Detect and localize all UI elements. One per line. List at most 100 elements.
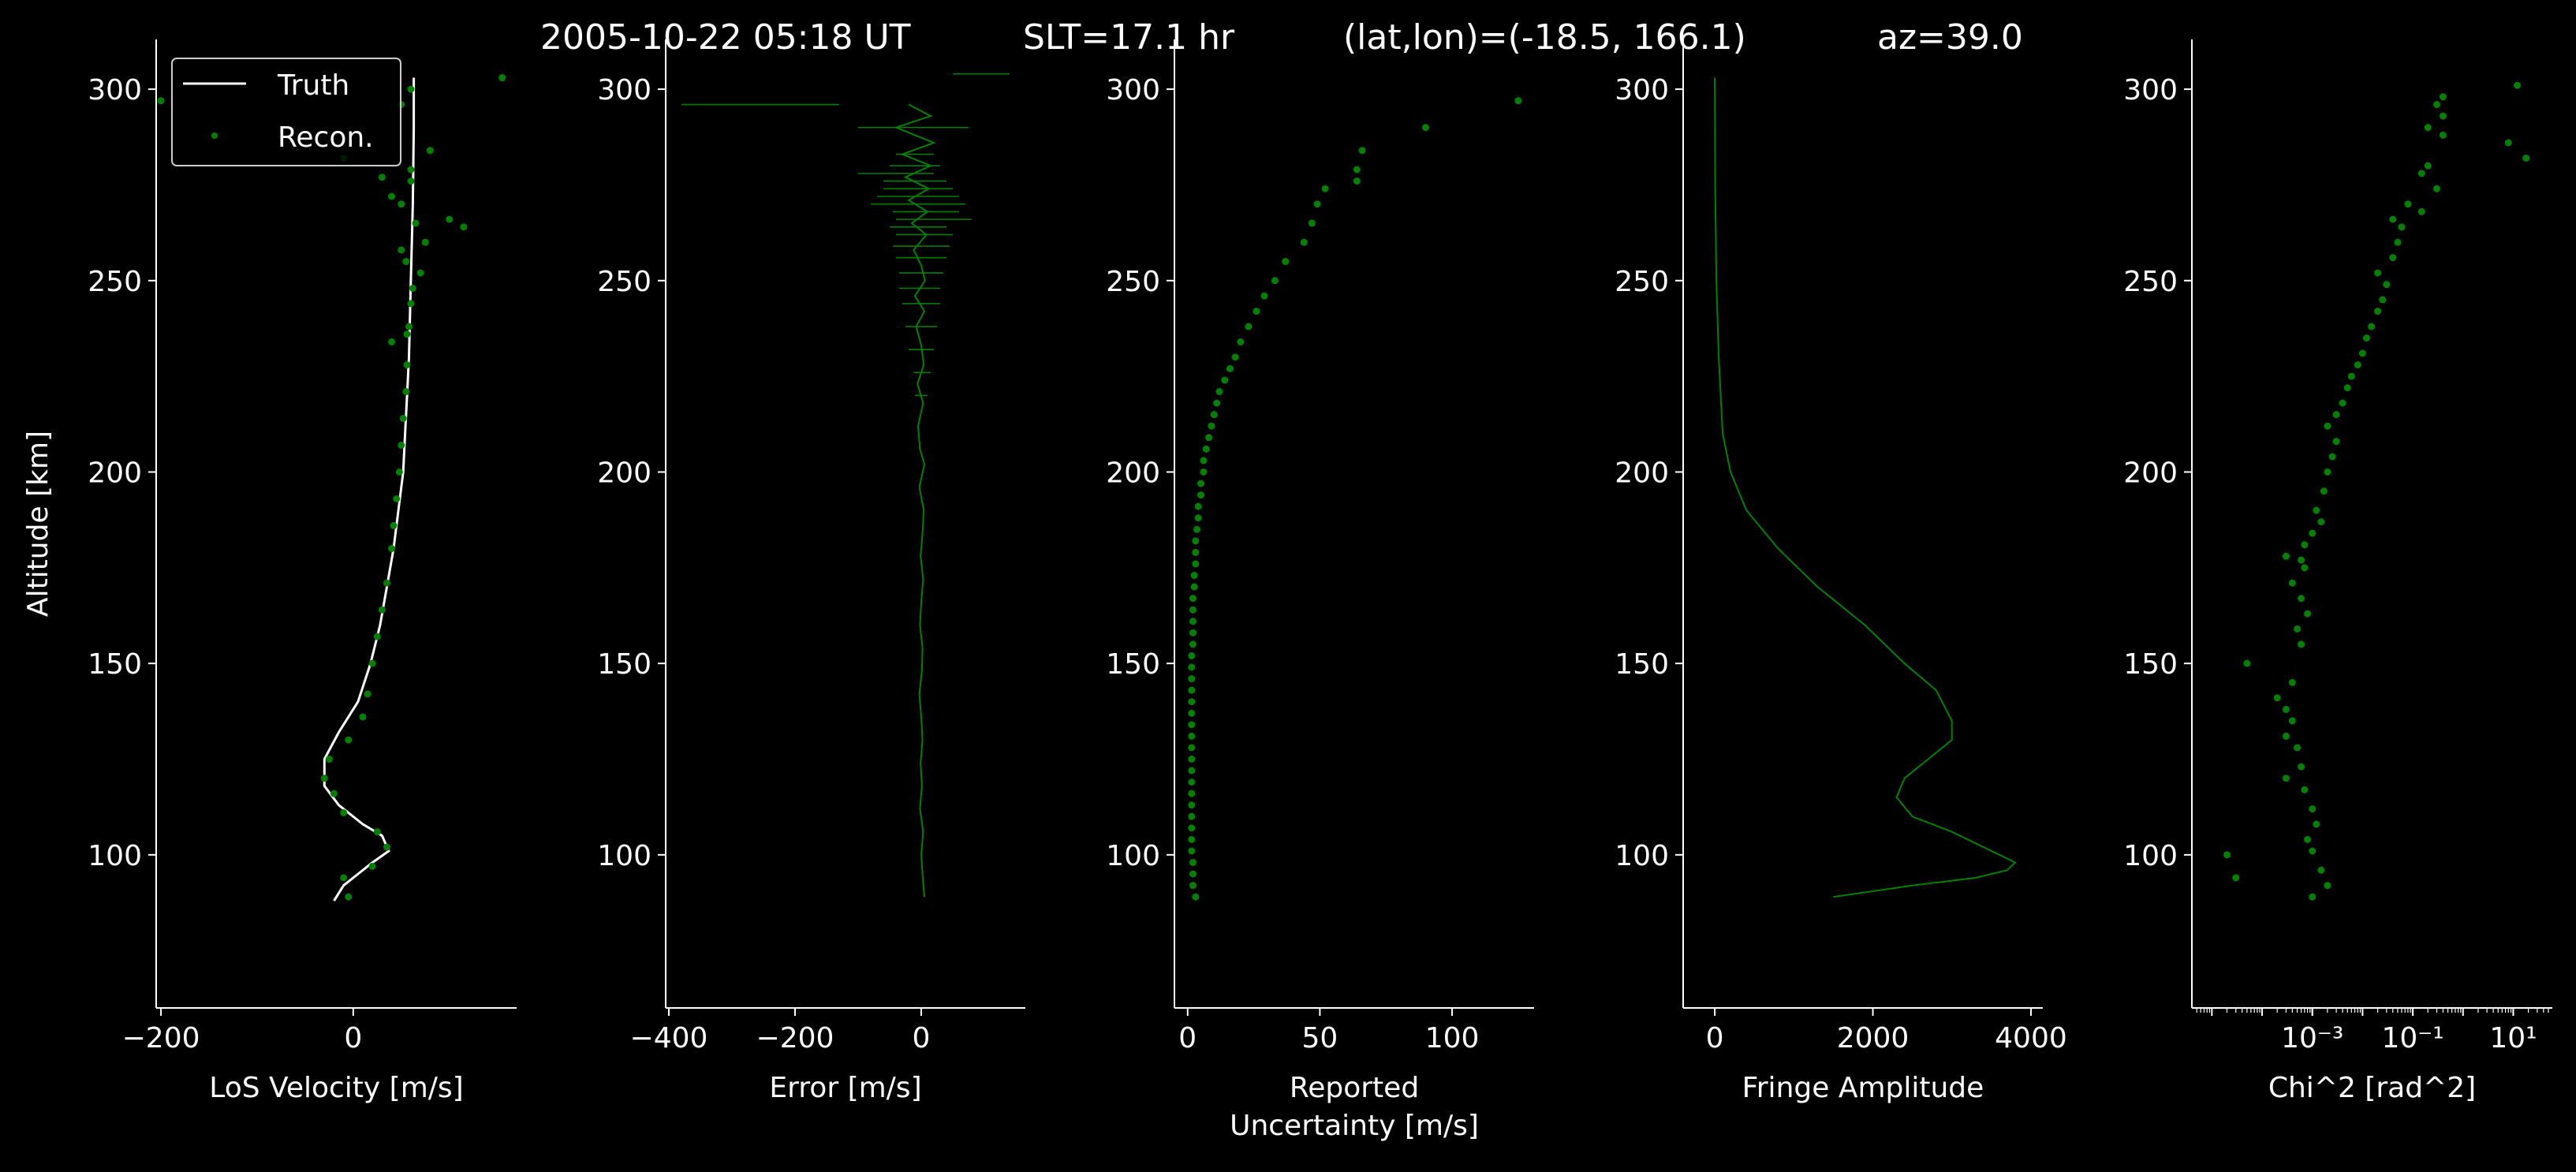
data-point [2304,835,2312,843]
data-point [1210,411,1218,419]
data-point [2374,269,2382,277]
y-tick-label: 200 [1106,457,1160,489]
data-point [2522,154,2530,162]
data-point [407,177,415,185]
data-point [345,893,353,901]
y-tick-label: 150 [2123,648,2178,681]
data-point [1271,277,1279,285]
data-point [2243,659,2251,667]
data-point [1194,502,1202,510]
x-tick-label: 10¹ [2489,1022,2537,1054]
data-point [2368,323,2376,330]
data-point [2417,207,2425,215]
y-tick-label: 200 [597,457,651,489]
data-point [399,415,407,423]
y-tick-label: 100 [1106,840,1160,872]
data-point [2439,93,2447,101]
data-point [340,874,348,882]
data-point [402,258,410,266]
y-tick-label: 300 [597,74,651,106]
data-point [2309,529,2317,537]
x-tick-label: 4000 [1995,1022,2067,1054]
data-point [1189,606,1197,614]
y-tick-label: 100 [597,840,651,872]
data-point [325,756,333,763]
series-line [894,103,936,898]
x-tick-label: 0 [1178,1022,1197,1054]
data-point [2294,625,2302,633]
data-point [1189,640,1197,648]
data-point [1192,560,1200,568]
data-point [407,85,415,93]
data-point [1188,709,1196,717]
data-point [2304,610,2312,618]
data-point [2339,399,2346,407]
data-point [1189,618,1197,625]
y-tick-label: 200 [88,457,142,489]
data-point [1188,721,1196,729]
data-point [2298,763,2305,771]
data-point [1245,323,1253,330]
data-point [1202,445,1210,453]
data-point [1231,353,1239,361]
data-point [1221,376,1229,384]
data-point [1192,893,1200,901]
x-axis-label: Fringe Amplitude [1742,1072,1984,1104]
data-point [446,215,454,223]
x-tick-label: 2000 [1837,1022,1910,1054]
data-point [2358,349,2366,357]
data-point [373,633,381,640]
data-point [1514,97,1522,105]
data-point [1313,200,1321,208]
data-point [398,246,405,254]
data-point [388,545,396,553]
data-point [2389,254,2397,262]
data-point [421,238,429,246]
y-tick-label: 250 [2123,266,2178,298]
data-point [1205,434,1213,442]
data-point [2398,223,2406,231]
data-point [373,828,381,836]
x-axis-label: Error [m/s] [769,1072,921,1104]
data-point [2232,874,2240,882]
data-point [2301,541,2309,549]
data-point [1213,399,1221,407]
data-point [2309,847,2317,855]
data-point [1282,258,1290,266]
data-point [2362,334,2370,342]
y-tick-label: 150 [1615,648,1669,681]
x-axis-label: LoS Velocity [m/s] [209,1072,463,1104]
data-point [1237,338,1245,345]
data-point [1190,572,1198,580]
y-tick-label: 150 [88,648,142,681]
y-tick-label: 250 [1106,266,1160,298]
data-point [368,659,376,667]
legend-recon-label: Recon. [278,121,374,154]
data-point [1189,595,1197,603]
data-point [2324,422,2331,430]
x-tick-label: −200 [122,1022,200,1054]
series-line [894,103,936,898]
data-point [2379,296,2387,304]
data-point [1197,491,1205,499]
data-point [460,223,468,231]
data-point [403,361,411,369]
data-point [1188,663,1196,671]
data-point [390,521,398,529]
data-point [340,808,348,816]
data-point [1353,177,1361,185]
data-point [383,843,390,851]
data-point [2313,820,2320,828]
data-point [388,338,396,345]
data-point [1193,525,1200,533]
y-tick-label: 300 [88,74,142,106]
data-point [1189,882,1197,890]
legend-frame [171,58,401,166]
data-point [1189,870,1197,878]
title-az: az=39.0 [1877,17,2023,58]
data-point [2282,732,2290,740]
data-point [378,174,386,181]
data-point [395,468,403,476]
data-point [2424,162,2432,170]
panel-chi-squared: 100 150 200 250 300 10⁻³ 10⁻¹ 10¹ Chi^2 [rad^2] [2123,39,2552,1104]
